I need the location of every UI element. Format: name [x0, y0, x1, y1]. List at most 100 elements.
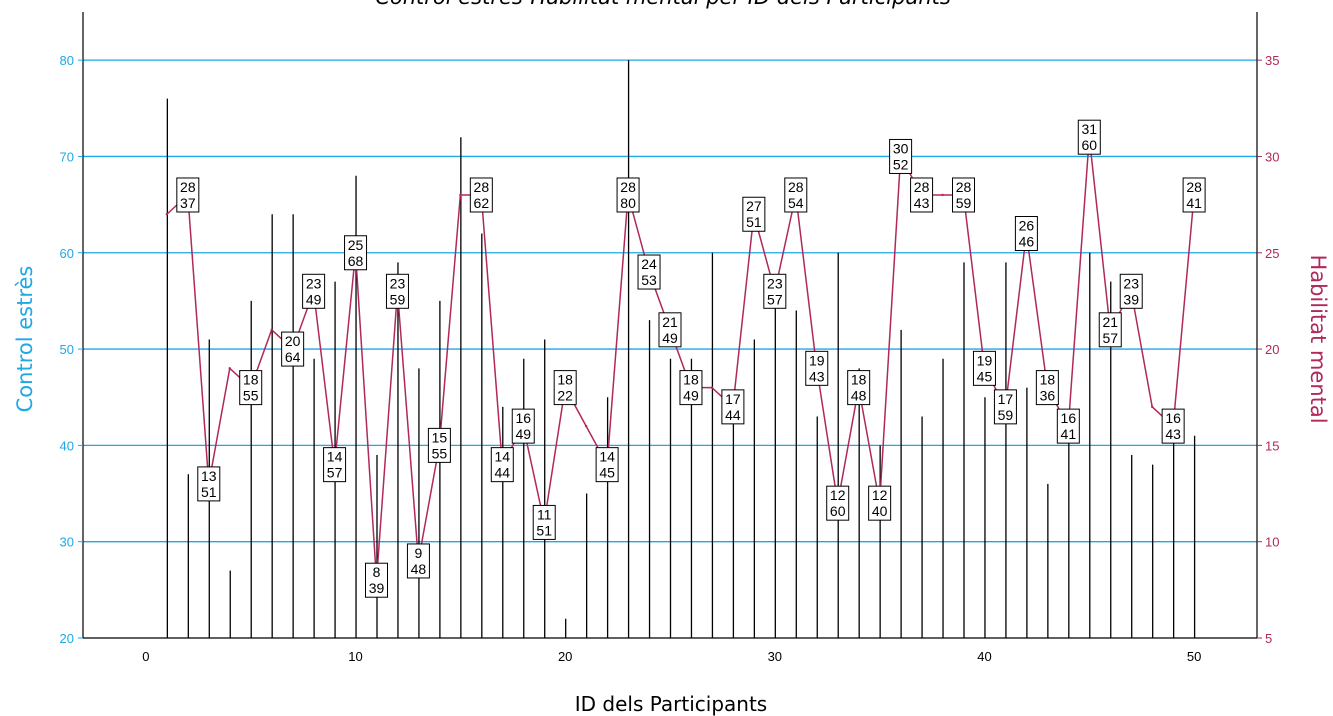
- data-label-box-10: [344, 235, 368, 271]
- data-label-bottom-11: 39: [369, 580, 385, 596]
- data-label-top-29: 27: [746, 198, 762, 214]
- data-label-box-3: [197, 466, 221, 502]
- data-label-top-45: 31: [1081, 121, 1097, 137]
- data-label-bottom-28: 44: [725, 407, 741, 423]
- line-series-habilitat-mental: [165, 136, 1196, 582]
- data-label-box-42: [1014, 216, 1038, 252]
- data-label-bottom-25: 49: [662, 330, 678, 346]
- data-label-bottom-29: 51: [746, 214, 762, 230]
- chart-title: Control estrès-Habilitat mental per ID d…: [375, 0, 951, 9]
- data-label-bottom-5: 55: [243, 388, 259, 404]
- y-right-tick-label-10: 10: [1265, 535, 1279, 550]
- data-label-bottom-46: 57: [1102, 330, 1118, 346]
- data-label-bottom-45: 60: [1081, 137, 1097, 153]
- data-label-box-7: [281, 331, 305, 367]
- y-right-tick-label-5: 5: [1265, 631, 1272, 646]
- y-left-tick-label-40: 40: [60, 438, 74, 453]
- bar-series-control-estres: [166, 60, 1196, 638]
- data-label-bottom-16: 62: [474, 195, 490, 211]
- data-label-box-12: [385, 273, 409, 309]
- y-left-tick-label-80: 80: [60, 53, 74, 68]
- y-right-tick-label-25: 25: [1265, 246, 1279, 261]
- data-label-top-39: 28: [956, 179, 972, 195]
- y-right-tick-label-30: 30: [1265, 149, 1279, 164]
- data-label-box-50: [1182, 177, 1206, 213]
- data-label-box-49: [1161, 408, 1185, 444]
- data-label-box-43: [1035, 370, 1059, 406]
- data-label-top-17: 14: [494, 449, 510, 465]
- data-label-box-11: [365, 562, 388, 598]
- data-label-bottom-40: 45: [977, 368, 993, 384]
- data-label-top-35: 12: [872, 487, 888, 503]
- data-label-box-39: [952, 177, 975, 213]
- data-label-bottom-41: 59: [998, 407, 1014, 423]
- data-label-bottom-9: 57: [327, 465, 343, 481]
- data-label-top-49: 16: [1165, 410, 1181, 426]
- data-label-bottom-44: 41: [1061, 426, 1077, 442]
- y-right-tick-label-35: 35: [1265, 53, 1279, 68]
- y-right-tick-label-20: 20: [1265, 342, 1279, 357]
- line-point-15: [459, 193, 462, 197]
- data-label-box-2: [176, 177, 200, 213]
- data-label-top-5: 18: [243, 372, 259, 388]
- grid-lines: [83, 59, 1257, 543]
- data-label-box-22: [595, 447, 619, 483]
- line-point-21: [584, 424, 588, 428]
- data-label-bottom-39: 59: [956, 195, 972, 211]
- axes: [78, 12, 1262, 639]
- data-label-box-25: [658, 312, 682, 348]
- data-label-box-45: [1077, 119, 1101, 155]
- data-label-box-31: [784, 177, 808, 213]
- data-label-top-46: 21: [1102, 314, 1118, 330]
- data-label-top-28: 17: [725, 391, 741, 407]
- data-label-box-5: [239, 370, 263, 406]
- data-label-top-23: 28: [620, 179, 636, 195]
- data-label-box-17: [490, 447, 514, 483]
- data-label-bottom-2: 37: [180, 195, 196, 211]
- data-label-box-24: [637, 254, 661, 290]
- data-label-box-28: [721, 389, 745, 425]
- data-label-bottom-7: 64: [285, 349, 301, 365]
- data-label-box-20: [553, 370, 577, 406]
- data-label-top-7: 20: [285, 333, 301, 349]
- data-label-top-18: 16: [515, 410, 531, 426]
- tick-labels: 20 30 40 50 60 70 80 5 10 15 20 25 30 35 0 10 20 30 40 50: [60, 53, 1280, 664]
- data-label-box-46: [1098, 312, 1122, 348]
- data-label-box-13: [406, 543, 430, 579]
- data-label-bottom-36: 52: [893, 156, 909, 172]
- data-label-box-35: [868, 485, 892, 521]
- data-label-box-14: [427, 427, 451, 463]
- data-label-bottom-23: 80: [620, 195, 636, 211]
- data-label-top-13: 9: [415, 545, 423, 561]
- data-label-bottom-12: 59: [390, 291, 406, 307]
- y-axis-left-label: Control estrès: [13, 266, 37, 413]
- data-label-bottom-32: 43: [809, 368, 825, 384]
- data-label-box-26: [679, 370, 703, 406]
- data-label-bottom-17: 44: [494, 465, 510, 481]
